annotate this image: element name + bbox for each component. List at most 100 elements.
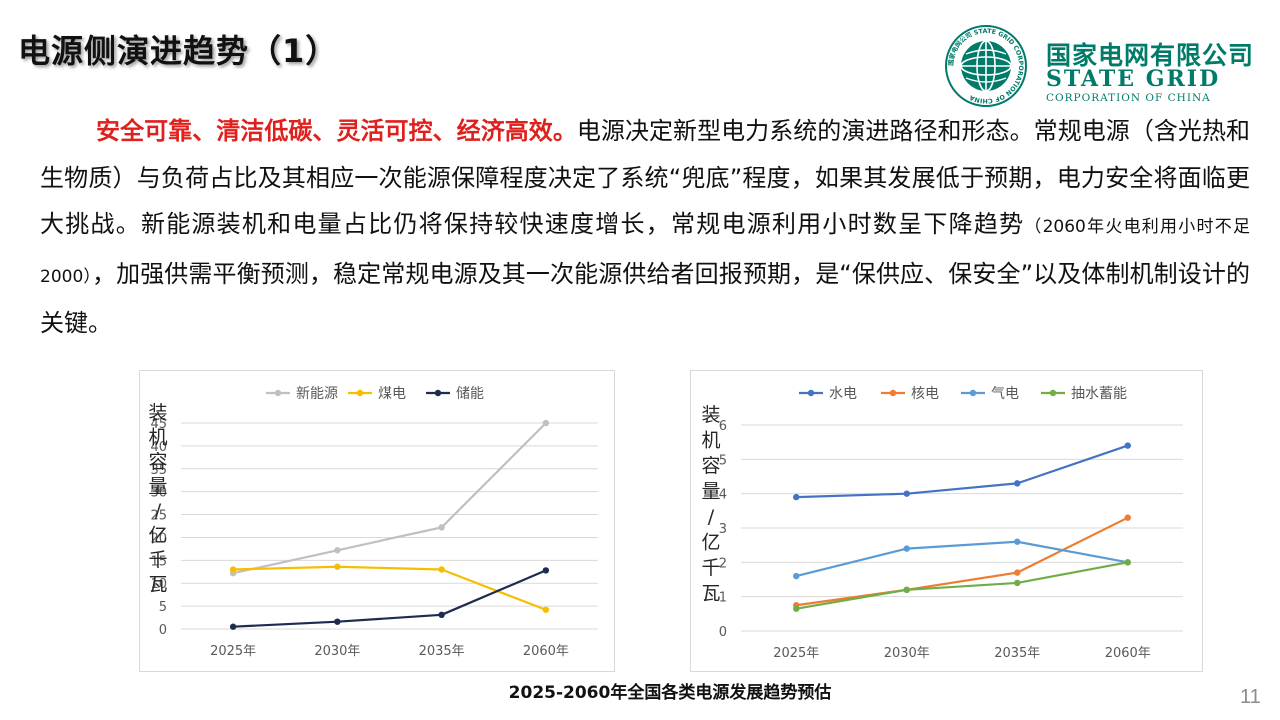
y-tick-label: 0: [719, 625, 727, 640]
data-point: [542, 419, 550, 427]
legend-label: 核电: [911, 386, 939, 402]
series-line: [796, 444, 1129, 499]
y-axis-label-char: 瓦: [148, 574, 167, 596]
data-point: [1124, 514, 1131, 521]
data-point: [903, 490, 910, 497]
legend-marker: [969, 389, 977, 397]
data-point: [438, 611, 445, 619]
highlight-text: 安全可靠、清洁低碳、灵活可控、经济高效。: [96, 117, 577, 145]
data-point: [1014, 579, 1021, 587]
legend-label: 抽水蓄能: [1071, 386, 1127, 402]
legend-label: 新能源: [296, 386, 338, 402]
legend-marker: [356, 389, 364, 397]
globe-logo-icon: 国家电网公司 STATE GRID CORPORATION OF CHINA: [945, 25, 1027, 107]
series-line: [232, 422, 547, 575]
y-axis-label-char: /: [708, 506, 715, 528]
x-tick-label: 2060年: [523, 644, 569, 659]
y-axis-label-char: 机: [701, 430, 720, 452]
paragraph-note: （2060年火电利用小时不足2000）: [40, 217, 1251, 287]
series-line: [233, 569, 547, 628]
y-tick-label: 5: [719, 453, 727, 468]
paragraph-text-1: 电源决定新型电力系统的演进路径和形态。常规电源（含光热和生物质）与负荷占比及其相…: [40, 117, 1250, 238]
chart-left-svg: 0 5 10 15 20 25 30 35 40 45 2025年 2030年 2035年 2060年 装机…: [148, 386, 598, 659]
body-paragraph: 安全可靠、清洁低碳、灵活可控、经济高效。电源决定新型电力系统的演进路径和形态。常…: [40, 108, 1250, 347]
data-point: [542, 567, 550, 574]
y-tick-label: 35: [150, 463, 167, 478]
y-tick-label: 30: [150, 486, 167, 501]
y-tick-label: 25: [150, 509, 167, 524]
legend-label: 煤电: [378, 386, 406, 402]
y-axis-label-char: 量: [701, 481, 720, 503]
x-tick-label: 2030年: [314, 644, 360, 659]
y-tick-label: 15: [150, 554, 167, 569]
data-point: [438, 524, 445, 531]
y-tick-label: 4: [719, 488, 727, 503]
legend-label: 气电: [991, 386, 1019, 402]
y-axis-label-char: 亿: [148, 525, 167, 547]
series-line: [796, 516, 1129, 607]
x-tick-label: 2035年: [419, 644, 465, 659]
data-point: [1124, 442, 1131, 449]
data-point: [793, 572, 800, 580]
x-tick-label: 2025年: [773, 646, 819, 661]
data-point: [1124, 559, 1131, 566]
chart-hydro-nuclear-gas-pumped: 0 1 2 3 4 5 6 2025年 2030年 2035年 2060年 装机容量 / 亿千瓦 水电 核电 气…: [690, 370, 1203, 672]
x-tick-label: 2025年: [210, 644, 256, 659]
company-logo: 国家电网公司 STATE GRID CORPORATION OF CHINA 国…: [944, 24, 1253, 107]
legend-marker: [434, 389, 442, 397]
y-tick-label: 10: [150, 577, 167, 592]
y-axis-label-char: 量: [148, 476, 167, 498]
legend-marker: [807, 389, 815, 397]
data-point: [903, 586, 910, 593]
y-tick-label: 20: [150, 531, 167, 546]
x-tick-label: 2030年: [884, 646, 930, 661]
data-point: [1014, 569, 1021, 576]
page-number: 11: [1240, 686, 1261, 708]
y-axis-label-char: 装: [701, 404, 720, 426]
page-title: 电源侧演进趋势（1）: [18, 32, 339, 70]
legend-label: 储能: [456, 386, 484, 402]
y-tick-label: 2: [719, 556, 727, 571]
y-axis-label-char: 装: [148, 402, 167, 424]
data-point: [793, 493, 800, 501]
y-tick-label: 6: [719, 419, 727, 434]
x-tick-label: 2060年: [1105, 646, 1151, 661]
series-line: [233, 565, 547, 611]
data-point: [903, 545, 910, 552]
data-point: [334, 547, 341, 554]
y-axis-label-char: 瓦: [701, 583, 720, 605]
data-point: [334, 618, 341, 625]
data-point: [1014, 538, 1021, 545]
paragraph-text-2: ，加强供需平衡预测，稳定常规电源及其一次能源供给者回报预期，是“保供应、保安全”…: [40, 259, 1250, 338]
data-point: [334, 563, 341, 570]
legend-marker: [274, 389, 282, 397]
data-point: [542, 606, 550, 613]
y-axis-label-char: 千: [701, 557, 720, 579]
y-tick-label: 0: [159, 623, 167, 638]
legend-marker: [1049, 389, 1057, 397]
y-axis-label-char: 容: [148, 451, 167, 473]
legend-label: 水电: [829, 386, 857, 402]
y-tick-label: 3: [719, 522, 727, 537]
data-point: [1014, 480, 1021, 487]
y-axis-label-char: 容: [701, 455, 720, 477]
y-axis-label-char: 亿: [701, 532, 720, 554]
logo-chinese-name: 国家电网有限公司: [1046, 41, 1255, 70]
y-axis-label-char: 机: [148, 427, 167, 449]
figure-caption: 2025-2060年全国各类电源发展趋势预估: [508, 683, 832, 703]
y-tick-label: 40: [150, 440, 167, 455]
logo-english-name: STATE GRID: [1046, 66, 1221, 92]
y-axis-label-char: 千: [148, 549, 167, 571]
data-point: [229, 623, 237, 630]
y-tick-label: 1: [719, 591, 727, 606]
y-tick-label: 45: [150, 417, 167, 432]
data-point: [229, 566, 237, 573]
x-tick-label: 2035年: [994, 646, 1040, 661]
data-point: [793, 605, 800, 612]
series-line: [795, 540, 1128, 578]
logo-english-subtitle: CORPORATION OF CHINA: [1046, 92, 1211, 104]
y-tick-label: 5: [159, 600, 167, 615]
series-line: [796, 561, 1128, 610]
y-axis-label-char: /: [155, 500, 162, 522]
